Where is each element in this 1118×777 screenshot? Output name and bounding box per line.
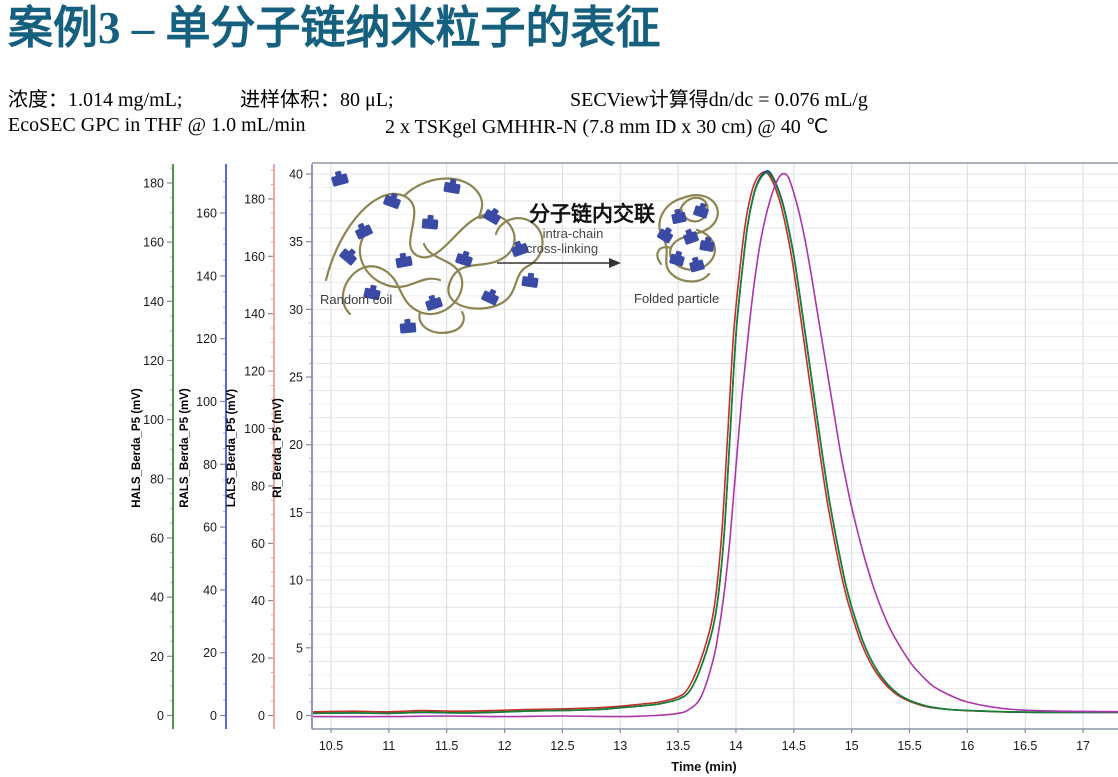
x-tick-label: 15.5	[897, 739, 921, 753]
y-tick-label-hals: 160	[143, 236, 164, 250]
x-tick-label: 14.5	[782, 739, 806, 753]
crosslinking-sub-2: cross-linking	[525, 241, 599, 256]
y-axis-title-rals: RALS_Berda_P5 (mV)	[179, 388, 191, 508]
dndc-text: SECView计算得dn/dc = 0.076 mL/g	[570, 89, 868, 111]
concentration-text: 浓度：1.014 mg/mL;	[8, 89, 183, 111]
y-tick-label-ri: 40	[289, 167, 303, 181]
y-tick-label-ri: 10	[289, 574, 303, 588]
inset-diagram: 分子链内交联 intra-chain cross-linking Random …	[312, 160, 742, 352]
y-tick-label-ri: 25	[289, 371, 303, 385]
crosslinking-sub-1: intra-chain	[542, 226, 604, 241]
y-tick-label-lals: 100	[244, 422, 265, 436]
y-tick-label-hals: 0	[157, 709, 164, 723]
y-tick-label-lals: 0	[258, 709, 265, 723]
series-HALS_Berda_P5	[313, 171, 1118, 715]
y-tick-label-lals: 80	[251, 479, 265, 493]
x-tick-label: 16.5	[1013, 739, 1037, 753]
y-axis-title-hals: HALS_Berda_P5 (mV)	[131, 388, 143, 508]
x-tick-label: 13.5	[666, 739, 690, 753]
crosslinker-blocks	[656, 202, 715, 273]
x-tick-label: 10.5	[319, 739, 343, 753]
x-tick-label: 11.5	[435, 739, 458, 753]
x-tick-label: 16	[960, 739, 974, 753]
y-tick-label-hals: 60	[150, 531, 164, 545]
y-tick-label-lals: 140	[244, 307, 265, 321]
y-tick-label-rals: 0	[210, 709, 217, 723]
y-tick-label-rals: 60	[203, 521, 217, 535]
y-tick-label-rals: 80	[203, 458, 217, 472]
x-tick-label: 12.5	[550, 739, 574, 753]
y-tick-label-rals: 100	[196, 395, 217, 409]
series-LALS_Berda_P5	[313, 171, 1118, 714]
column-text: 2 x TSKgel GMHHR-N (7.8 mm ID x 30 cm) @…	[385, 116, 829, 138]
y-tick-label-hals: 20	[150, 650, 164, 664]
y-tick-label-lals: 20	[251, 652, 265, 666]
x-tick-label: 17	[1076, 739, 1090, 753]
y-tick-label-lals: 120	[244, 365, 265, 379]
y-tick-label-ri: 35	[289, 235, 303, 249]
system-text: EcoSEC GPC in THF @ 1.0 mL/min	[8, 114, 306, 136]
y-axis-title-ri: RI_Berda_P5 (mV)	[272, 398, 284, 498]
y-tick-label-hals: 80	[150, 472, 164, 486]
page-title: 案例3 – 单分子链纳米粒子的表征	[8, 3, 661, 53]
y-tick-label-ri: 20	[289, 438, 303, 452]
y-tick-label-rals: 160	[196, 207, 217, 221]
x-tick-label: 11	[382, 739, 395, 753]
y-tick-label-hals: 100	[143, 413, 164, 427]
folded-particle-label: Folded particle	[634, 291, 720, 306]
x-tick-label: 13	[613, 739, 627, 753]
y-tick-label-ri: 15	[289, 506, 303, 520]
folded-particle-illustration	[656, 194, 719, 283]
x-tick-label: 15	[845, 739, 859, 753]
y-tick-label-ri: 30	[289, 303, 303, 317]
series-RI_Berda_P5	[313, 172, 1118, 718]
x-axis-title: Time (min)	[671, 759, 737, 774]
x-tick-label: 12	[498, 739, 512, 753]
y-tick-label-rals: 20	[203, 646, 217, 660]
y-tick-label-hals: 180	[143, 176, 164, 190]
y-tick-label-rals: 140	[196, 269, 217, 283]
y-tick-label-hals: 40	[150, 591, 164, 605]
y-tick-label-lals: 60	[251, 537, 265, 551]
y-tick-label-rals: 40	[203, 583, 217, 597]
y-tick-label-hals: 140	[143, 295, 164, 309]
y-tick-label-lals: 180	[244, 192, 265, 206]
y-tick-label-rals: 120	[196, 332, 217, 346]
crosslinker-blocks	[331, 170, 539, 334]
y-tick-label-ri: 5	[296, 641, 303, 655]
x-tick-label: 14	[729, 739, 743, 753]
random-coil-illustration	[324, 170, 544, 334]
y-tick-label-hals: 120	[143, 354, 164, 368]
injection-volume-text: 进样体积：80 μL;	[240, 89, 394, 111]
y-tick-label-lals: 40	[251, 594, 265, 608]
y-tick-label-ri: 0	[296, 709, 303, 723]
random-coil-label: Random coil	[320, 292, 393, 307]
reaction-arrow	[497, 258, 621, 268]
y-tick-label-lals: 160	[244, 250, 265, 264]
y-axis-title-lals: LALS_Berda_P5 (mV)	[226, 389, 238, 507]
crosslinking-title-cn: 分子链内交联	[529, 203, 655, 226]
